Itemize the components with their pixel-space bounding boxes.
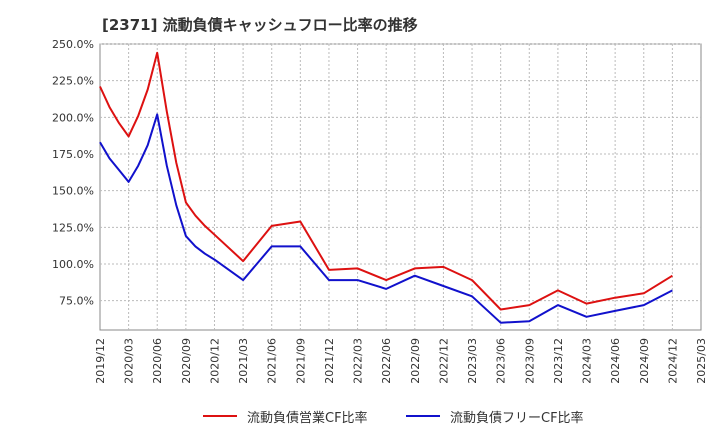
- x-tick-label: 2020/03: [123, 338, 136, 384]
- legend-item-free-cf: 流動負債フリーCF比率: [406, 404, 584, 428]
- x-tick-label: 2023/06: [495, 338, 508, 384]
- grid-lines: [100, 43, 701, 330]
- x-tick-label: 2024/03: [581, 338, 594, 384]
- legend-label-free-cf: 流動負債フリーCF比率: [450, 410, 584, 426]
- y-tick-label: 250.0%: [52, 38, 94, 51]
- x-tick-label: 2024/09: [638, 338, 651, 384]
- y-tick-label: 175.0%: [52, 148, 94, 161]
- y-tick-label: 100.0%: [52, 258, 94, 271]
- plot-area: 250.0% 225.0% 200.0% 175.0% 150.0% 125.0% 100.…: [52, 38, 708, 384]
- series-line-1: [99, 113, 673, 324]
- legend-item-operating-cf: 流動負債営業CF比率: [203, 404, 368, 428]
- x-tick-label: 2023/12: [552, 338, 565, 384]
- chart-title: [2371] 流動負債キャッシュフロー比率の推移: [102, 16, 418, 34]
- x-tick-label: 2021/09: [294, 338, 307, 384]
- x-tick-label: 2020/06: [151, 338, 164, 384]
- series-line-0: [99, 51, 673, 311]
- legend-swatch-red: [203, 415, 237, 417]
- x-tick-label: 2022/12: [437, 338, 450, 384]
- x-tick-label: 2022/06: [380, 338, 393, 384]
- y-axis-ticks: 250.0% 225.0% 200.0% 175.0% 150.0% 125.0% 100.…: [52, 38, 94, 308]
- x-tick-label: 2024/06: [609, 338, 622, 384]
- x-tick-label: 2022/09: [409, 338, 422, 384]
- x-tick-label: 2025/03: [695, 338, 708, 384]
- x-tick-label: 2024/12: [666, 338, 679, 384]
- y-tick-label: 75.0%: [59, 295, 94, 308]
- x-tick-label: 2020/12: [208, 338, 221, 384]
- legend-label-operating-cf: 流動負債営業CF比率: [247, 410, 368, 426]
- series-lines: [99, 51, 673, 324]
- legend-swatch-blue: [406, 415, 440, 417]
- y-tick-label: 200.0%: [52, 111, 94, 124]
- x-tick-label: 2022/03: [352, 338, 365, 384]
- x-tick-label: 2023/09: [523, 338, 536, 384]
- plot-frame: [99, 43, 702, 331]
- x-tick-label: 2021/03: [237, 338, 250, 384]
- x-tick-label: 2023/03: [466, 338, 479, 384]
- x-tick-label: 2019/12: [94, 338, 107, 384]
- x-tick-label: 2021/06: [266, 338, 279, 384]
- x-tick-label: 2020/09: [180, 338, 193, 384]
- x-tick-label: 2021/12: [323, 338, 336, 384]
- y-tick-label: 150.0%: [52, 185, 94, 198]
- x-axis-ticks: 2019/12 2020/03 2020/06 2020/09 2020/12 2021/…: [94, 338, 708, 384]
- y-tick-label: 225.0%: [52, 75, 94, 88]
- y-tick-label: 125.0%: [52, 221, 94, 234]
- legend: 流動負債営業CF比率 流動負債フリーCF比率: [0, 404, 720, 428]
